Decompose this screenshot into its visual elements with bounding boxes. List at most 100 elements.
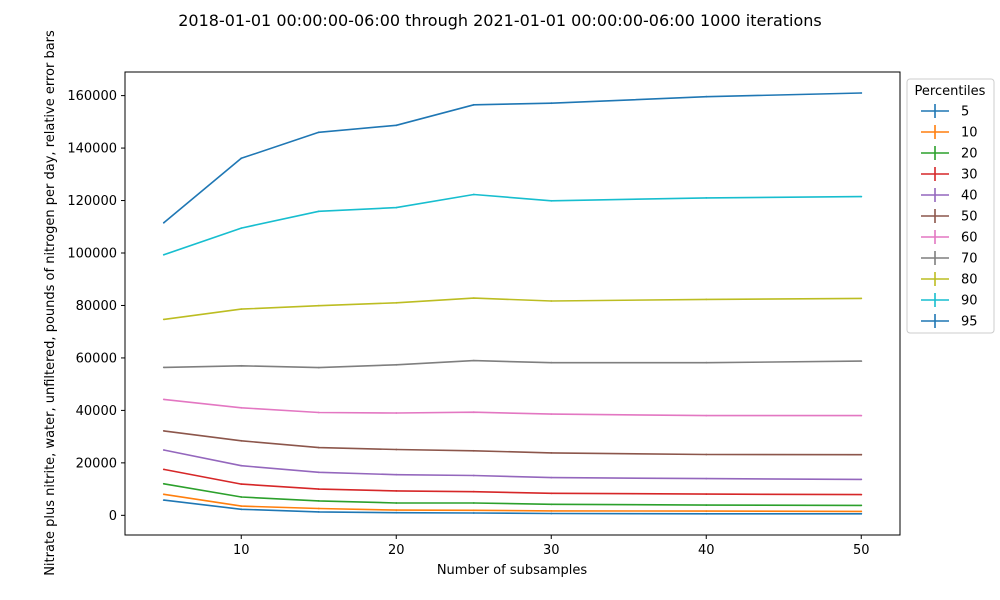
data-point	[550, 300, 553, 302]
legend: Percentiles 5 10 20 30 40 50 60 70 80 90 95	[906, 78, 995, 334]
data-point	[705, 298, 708, 301]
y-tick-label: 100000	[67, 247, 117, 262]
series-30	[162, 468, 863, 496]
legend-item-50: 50	[921, 209, 978, 225]
data-point	[240, 439, 243, 442]
y-tick-label: 20000	[76, 456, 117, 471]
series-line-10	[163, 493, 862, 513]
data-point	[860, 92, 863, 94]
data-point	[472, 193, 475, 196]
data-point	[550, 361, 553, 364]
data-point	[395, 502, 398, 504]
data-point	[705, 95, 708, 98]
legend-label: 70	[961, 252, 978, 267]
data-point	[472, 359, 475, 362]
legend-item-80: 80	[921, 272, 978, 288]
data-point	[472, 490, 475, 493]
legend-item-10: 10	[921, 125, 978, 141]
data-point	[550, 510, 553, 512]
x-axis-ticks: 10 20 30 40 50	[233, 535, 870, 558]
x-tick-label: 10	[233, 543, 250, 558]
data-point	[317, 131, 320, 134]
data-point	[162, 499, 165, 501]
data-point	[317, 366, 320, 369]
data-point	[317, 210, 320, 213]
data-point	[860, 510, 863, 513]
data-point	[472, 297, 475, 299]
legend-item-40: 40	[921, 188, 978, 204]
data-point	[472, 411, 475, 414]
series-70	[162, 359, 863, 369]
data-point	[162, 430, 165, 432]
data-point	[860, 512, 863, 515]
data-point	[705, 361, 708, 364]
legend-label: 5	[961, 105, 969, 120]
series-50	[162, 430, 863, 456]
data-point	[395, 448, 398, 451]
y-tick-label: 160000	[67, 89, 117, 104]
series-line-30	[163, 468, 862, 496]
y-tick-label: 120000	[67, 194, 117, 209]
series-90	[162, 193, 863, 256]
legend-item-95: 95	[921, 314, 978, 330]
data-point	[705, 414, 708, 417]
legend-label: 10	[961, 126, 978, 141]
data-point	[860, 504, 863, 507]
data-point	[240, 464, 243, 467]
legend-item-30: 30	[921, 167, 978, 183]
series-80	[162, 297, 863, 321]
series-20	[162, 482, 863, 507]
series-line-5	[163, 499, 862, 515]
data-point	[240, 157, 243, 160]
data-point	[705, 493, 708, 495]
legend-item-20: 20	[921, 146, 978, 162]
data-point	[395, 124, 398, 127]
data-point	[240, 227, 243, 230]
data-point	[550, 102, 553, 105]
data-point	[860, 360, 863, 362]
legend-box	[906, 78, 995, 334]
series-10	[162, 493, 863, 513]
data-point	[860, 195, 863, 198]
data-point	[860, 493, 863, 496]
series-60	[162, 398, 863, 417]
data-point	[317, 500, 320, 502]
chart-title: 2018-01-01 00:00:00-06:00 through 2021-0…	[178, 11, 821, 30]
legend-label: 30	[961, 168, 978, 183]
data-point	[395, 412, 398, 414]
data-point	[240, 508, 243, 511]
data-point	[395, 206, 398, 209]
y-tick-label: 140000	[67, 142, 117, 157]
legend-item-60: 60	[921, 230, 978, 246]
legend-item-90: 90	[921, 293, 978, 309]
data-point	[550, 413, 553, 415]
data-point	[162, 493, 165, 496]
data-point	[240, 505, 243, 507]
data-point	[550, 503, 553, 506]
y-tick-label: 0	[109, 509, 117, 524]
data-point	[705, 510, 708, 512]
data-point	[395, 511, 398, 514]
data-point	[317, 446, 320, 449]
data-point	[317, 511, 320, 513]
data-point	[162, 253, 165, 256]
data-point	[317, 304, 320, 307]
legend-title: Percentiles	[915, 84, 986, 99]
y-axis-ticks: 0 20000 40000 60000 80000 100000 120000 140000 1…	[67, 89, 125, 524]
data-point	[162, 398, 165, 401]
series-line-95	[163, 92, 862, 224]
data-point	[705, 477, 708, 480]
data-point	[317, 471, 320, 474]
legend-label: 50	[961, 210, 978, 225]
data-point	[395, 509, 398, 511]
data-point	[472, 502, 475, 504]
y-tick-label: 40000	[76, 404, 117, 419]
data-point	[550, 512, 553, 515]
data-point	[317, 411, 320, 414]
legend-item-5: 5	[921, 104, 969, 120]
data-point	[162, 318, 165, 321]
series-lines	[162, 92, 863, 515]
series-line-70	[163, 359, 862, 369]
series-95	[162, 92, 863, 224]
